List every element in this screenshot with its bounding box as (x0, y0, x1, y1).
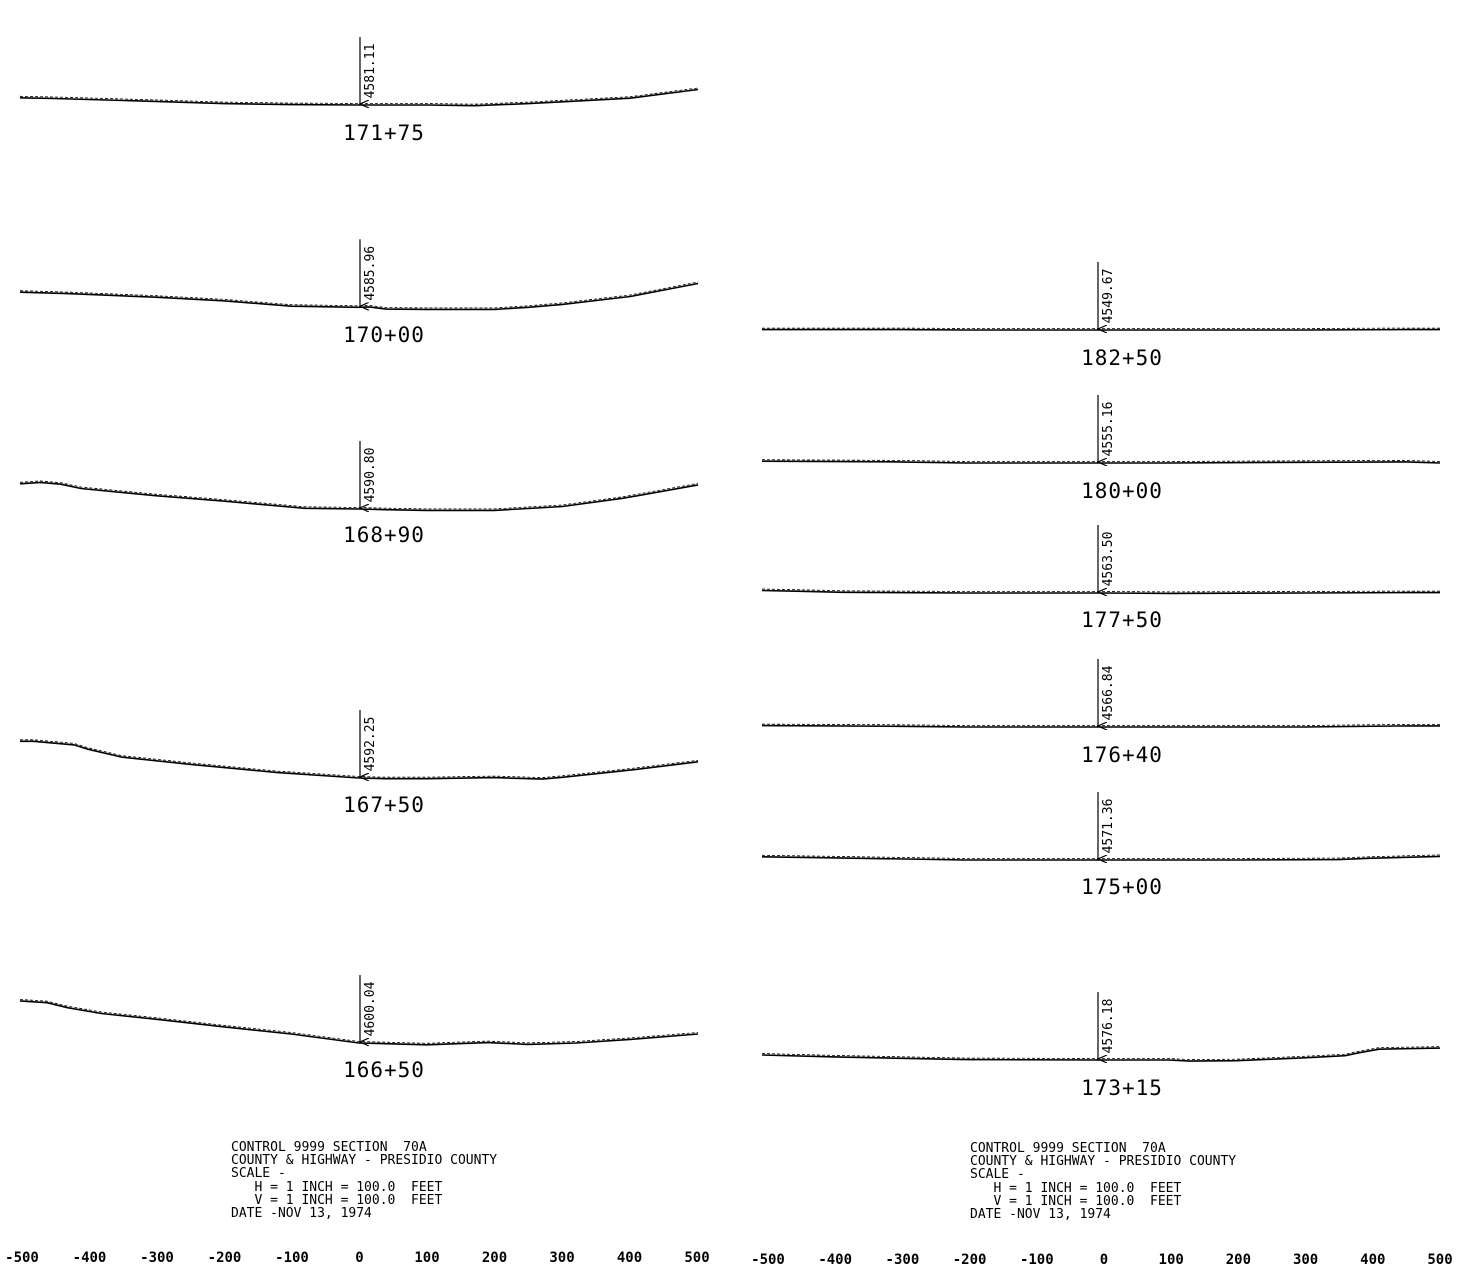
axis-tick-label: -200 (953, 1252, 987, 1268)
station-label: 168+90 (343, 523, 425, 547)
elevation-label: 4581.11 (363, 44, 378, 99)
ground-profile-line (20, 90, 698, 106)
station-label: 182+50 (1081, 346, 1163, 370)
left-title-date: DATE -NOV 13, 1974 (231, 1207, 372, 1220)
section-182+50: 4549.67 182+50 (762, 262, 1440, 370)
axis-tick-label: 200 (482, 1250, 507, 1266)
elevation-label: 4600.04 (363, 981, 378, 1036)
axis-tick-label: -300 (140, 1250, 174, 1266)
design-profile-line (762, 589, 1440, 592)
design-profile-line (762, 724, 1440, 725)
station-label: 166+50 (343, 1058, 425, 1082)
station-label: 176+40 (1081, 743, 1163, 767)
design-profile-line (20, 999, 698, 1043)
elevation-label: 4566.84 (1101, 665, 1116, 720)
design-profile-line (20, 481, 698, 509)
section-170+00: 4585.96 170+00 (20, 239, 698, 347)
ground-profile-line (762, 461, 1440, 463)
ground-profile-line (762, 726, 1440, 727)
axis-tick-label: 100 (414, 1250, 439, 1266)
section-171+75: 4581.11 171+75 (20, 37, 698, 145)
design-profile-line (20, 88, 698, 104)
elevation-label: 4571.36 (1101, 799, 1116, 854)
axis-tick-label: 0 (355, 1250, 363, 1266)
axis-tick-label: -200 (208, 1250, 242, 1266)
elevation-label: 4592.25 (363, 717, 378, 772)
ground-profile-line (20, 482, 698, 510)
axis-tick-label: 500 (684, 1250, 709, 1266)
axis-tick-label: 400 (1360, 1252, 1385, 1268)
left-panel: 4581.11171+754585.96170+004590.80168+904… (5, 37, 710, 1266)
elevation-label: 4590.80 (363, 448, 378, 503)
station-label: 167+50 (343, 793, 425, 817)
axis-tick-label: -500 (5, 1250, 39, 1266)
axis-tick-label: 0 (1100, 1252, 1108, 1268)
axis-tick-label: 400 (617, 1250, 642, 1266)
axis-tick-label: -400 (73, 1250, 107, 1266)
section-167+50: 4592.25 167+50 (20, 710, 698, 817)
axis-tick-label: 300 (1293, 1252, 1318, 1268)
axis-tick-label: -400 (818, 1252, 852, 1268)
design-profile-line (20, 282, 698, 308)
right-panel: 4549.67182+504555.16180+004563.50177+504… (751, 262, 1453, 1268)
left-title-scale: SCALE - (231, 1167, 286, 1180)
axis-tick-label: 500 (1427, 1252, 1452, 1268)
station-label: 170+00 (343, 323, 425, 347)
section-180+00: 4555.16 180+00 (762, 395, 1440, 503)
section-166+50: 4600.04 166+50 (20, 975, 698, 1082)
section-175+00: 4571.36 175+00 (762, 792, 1440, 899)
axis-tick-label: -500 (751, 1252, 785, 1268)
section-176+40: 4566.84 176+40 (762, 659, 1440, 767)
elevation-label: 4549.67 (1101, 269, 1116, 324)
ground-profile-line (20, 1001, 698, 1045)
right-title-scale: SCALE - (970, 1168, 1025, 1181)
design-profile-line (20, 740, 698, 778)
station-label: 175+00 (1081, 875, 1163, 899)
section-168+90: 4590.80 168+90 (20, 441, 698, 547)
ground-profile-line (20, 741, 698, 779)
elevation-label: 4555.16 (1101, 402, 1116, 457)
elevation-label: 4585.96 (363, 246, 378, 301)
axis-tick-label: -300 (886, 1252, 920, 1268)
elevation-label: 4576.18 (1101, 999, 1116, 1054)
right-title-date: DATE -NOV 13, 1974 (970, 1208, 1111, 1221)
ground-profile-line (20, 284, 698, 310)
station-label: 171+75 (343, 121, 425, 145)
section-173+15: 4576.18 173+15 (762, 992, 1440, 1100)
station-label: 173+15 (1081, 1076, 1163, 1100)
station-label: 177+50 (1081, 608, 1163, 632)
axis-tick-label: 300 (549, 1250, 574, 1266)
station-label: 180+00 (1081, 479, 1163, 503)
axis-tick-label: 100 (1159, 1252, 1184, 1268)
section-177+50: 4563.50 177+50 (762, 525, 1440, 632)
axis-tick-label: 200 (1226, 1252, 1251, 1268)
axis-tick-label: -100 (1020, 1252, 1054, 1268)
elevation-label: 4563.50 (1101, 532, 1116, 587)
axis-tick-label: -100 (275, 1250, 309, 1266)
